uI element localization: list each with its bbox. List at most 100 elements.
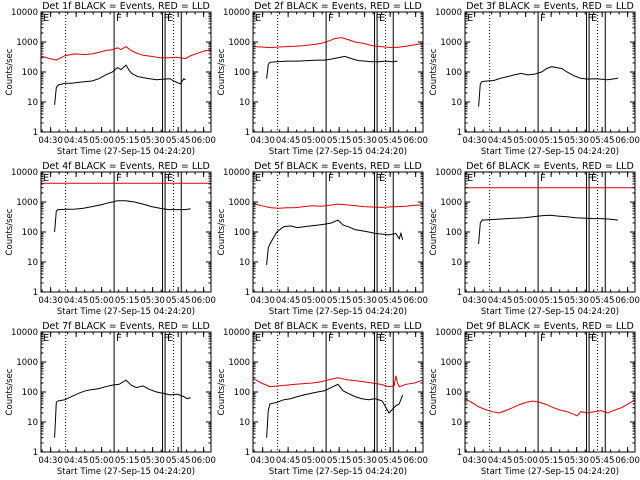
x-axis-label: Start Time (27-Sep-15 04:24:20) (269, 467, 407, 477)
x-tick-label: 05:15 (539, 296, 564, 306)
lld-series-line (253, 37, 423, 49)
marker-label: F (376, 333, 382, 344)
marker-label: E (467, 13, 473, 24)
panel-title: Det 7f BLACK = Events, RED = LLD (42, 321, 210, 332)
y-axis-label: Counts/sec (217, 208, 227, 255)
y-tick-label: 10 (451, 418, 462, 428)
y-tick-label: 10 (27, 418, 38, 428)
y-tick-label: 1000 (228, 358, 250, 368)
x-tick-label: 04:30 (250, 456, 275, 466)
marker-label: F (116, 13, 122, 24)
marker-label: F (328, 13, 334, 24)
y-tick-label: 10 (239, 418, 250, 428)
events-series-line (266, 219, 404, 265)
x-axis-label: Start Time (27-Sep-15 04:24:20) (57, 467, 195, 477)
y-tick-label: 10 (239, 258, 250, 268)
plot-frame (464, 331, 636, 453)
marker-label: E (167, 13, 173, 24)
marker-label: F (588, 13, 594, 24)
x-tick-label: 05:30 (352, 456, 377, 466)
x-tick-label: 04:30 (38, 136, 63, 146)
x-tick-label: 05:15 (115, 296, 140, 306)
events-series-line (54, 64, 186, 105)
y-tick-label: 1000 (440, 358, 462, 368)
x-tick-label: 05:45 (590, 136, 615, 146)
x-tick-label: 04:30 (38, 456, 63, 466)
marker-label: E (467, 173, 473, 184)
events-series-line (478, 66, 619, 107)
marker-label: F (116, 333, 122, 344)
y-axis-label: Counts/sec (5, 208, 15, 255)
y-tick-label: 1 (33, 448, 38, 458)
x-tick-label: 05:30 (140, 296, 165, 306)
marker-label: E (379, 13, 385, 24)
y-tick-label: 100 (22, 68, 38, 78)
x-tick-label: 05:00 (513, 296, 538, 306)
y-tick-label: 100 (234, 228, 250, 238)
x-tick-label: 04:45 (488, 136, 513, 146)
plot-frame (252, 171, 424, 293)
y-tick-label: 1 (457, 128, 462, 138)
x-tick-label: 05:00 (301, 296, 326, 306)
x-tick-label: 05:45 (166, 136, 191, 146)
marker-label: E (255, 13, 261, 24)
x-tick-label: 05:15 (115, 136, 140, 146)
marker-label: F (328, 173, 334, 184)
y-tick-label: 10000 (223, 328, 250, 338)
marker-label: F (540, 13, 546, 24)
x-axis-label: Start Time (27-Sep-15 04:24:20) (269, 307, 407, 317)
y-tick-label: 100 (446, 68, 462, 78)
marker-label: F (540, 333, 546, 344)
marker-label: F (164, 13, 170, 24)
x-tick-label: 04:30 (462, 136, 487, 146)
marker-label: E (591, 13, 597, 24)
marker-label: F (540, 173, 546, 184)
y-tick-label: 1000 (16, 198, 38, 208)
y-tick-label: 1000 (16, 358, 38, 368)
y-tick-label: 10 (451, 258, 462, 268)
x-tick-label: 05:15 (327, 136, 352, 146)
lld-series-line (465, 398, 635, 417)
x-tick-label: 05:30 (140, 136, 165, 146)
y-axis-label: Counts/sec (5, 48, 15, 95)
x-tick-label: 05:45 (166, 456, 191, 466)
panel-title: Det 9f BLACK = Events, RED = LLD (466, 321, 634, 332)
x-tick-label: 04:30 (462, 296, 487, 306)
x-tick-label: 04:45 (64, 136, 89, 146)
y-tick-label: 10 (451, 98, 462, 108)
y-axis-label: Counts/sec (217, 368, 227, 415)
y-tick-label: 10000 (11, 8, 38, 18)
plot-frame (252, 331, 424, 453)
events-series-line (54, 379, 191, 438)
x-axis-label: Start Time (27-Sep-15 04:24:20) (481, 307, 619, 317)
events-series-line (54, 200, 191, 233)
x-tick-label: 05:15 (539, 456, 564, 466)
x-tick-label: 05:45 (378, 296, 403, 306)
x-tick-label: 06:00 (403, 136, 428, 146)
plot-frame (40, 11, 212, 133)
x-axis-label: Start Time (27-Sep-15 04:24:20) (57, 307, 195, 317)
x-tick-label: 05:00 (89, 136, 114, 146)
y-tick-label: 1 (245, 288, 250, 298)
x-tick-label: 05:30 (140, 456, 165, 466)
y-tick-label: 100 (446, 228, 462, 238)
marker-label: E (43, 173, 49, 184)
x-tick-label: 06:00 (191, 456, 216, 466)
x-tick-label: 04:45 (64, 456, 89, 466)
plot-frame (40, 171, 212, 293)
marker-label: E (467, 333, 473, 344)
marker-label: F (376, 13, 382, 24)
x-tick-label: 05:00 (301, 136, 326, 146)
y-tick-label: 10000 (223, 168, 250, 178)
x-tick-label: 06:00 (615, 456, 640, 466)
x-tick-label: 05:45 (378, 136, 403, 146)
x-tick-label: 04:30 (250, 296, 275, 306)
panel-title: Det 4f BLACK = Events, RED = LLD (42, 161, 210, 172)
